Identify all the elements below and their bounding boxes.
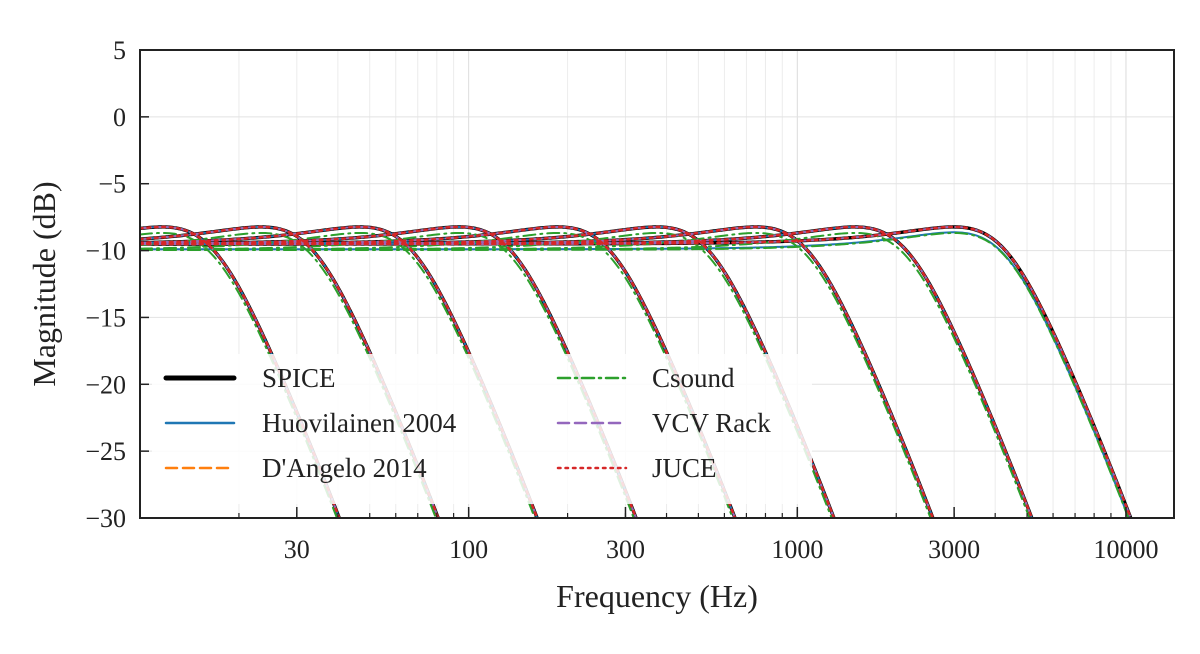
legend-label: D'Angelo 2014 [262, 453, 427, 483]
x-tick-label: 1000 [771, 535, 823, 564]
plot-frame [139, 49, 1175, 519]
series-line-csound [140, 231, 635, 518]
axis-ticks: 5 0 −5 −10 −15 −20 −25 −30 30 100 300 1000 3000 10000 [85, 36, 1158, 564]
series-line-csound [140, 231, 437, 518]
legend-label: SPICE [262, 363, 336, 393]
x-tick-label: 10000 [1093, 535, 1158, 564]
y-tick-label: −20 [85, 370, 126, 399]
x-tick-label: 100 [449, 535, 488, 564]
legend-label: JUCE [652, 453, 717, 483]
y-axis-title: Magnitude (dB) [26, 181, 62, 386]
legend-label: Huovilainen 2004 [262, 408, 457, 438]
y-tick-label: −25 [85, 437, 126, 466]
legend-box [152, 354, 812, 504]
y-tick-label: 5 [113, 36, 126, 65]
y-tick-label: −5 [98, 170, 126, 199]
y-tick-label: 0 [113, 103, 126, 132]
series-line-juce [140, 225, 638, 518]
series-line-juce [140, 225, 440, 518]
x-axis-title: Frequency (Hz) [556, 578, 758, 614]
x-tick-label: 30 [284, 535, 310, 564]
legend: SPICE Huovilainen 2004 D'Angelo 2014 Csound… [152, 354, 812, 504]
series-line-juce [140, 225, 539, 518]
y-tick-label: −10 [85, 237, 126, 266]
y-tick-label: −15 [85, 303, 126, 332]
series-line-juce [140, 225, 1133, 518]
legend-label: VCV Rack [652, 408, 771, 438]
legend-label: Csound [652, 363, 735, 393]
x-tick-label: 300 [606, 535, 645, 564]
y-tick-label: −30 [85, 504, 126, 533]
x-tick-label: 3000 [928, 535, 980, 564]
response-curves [140, 225, 1133, 518]
series-line-csound [140, 231, 536, 518]
